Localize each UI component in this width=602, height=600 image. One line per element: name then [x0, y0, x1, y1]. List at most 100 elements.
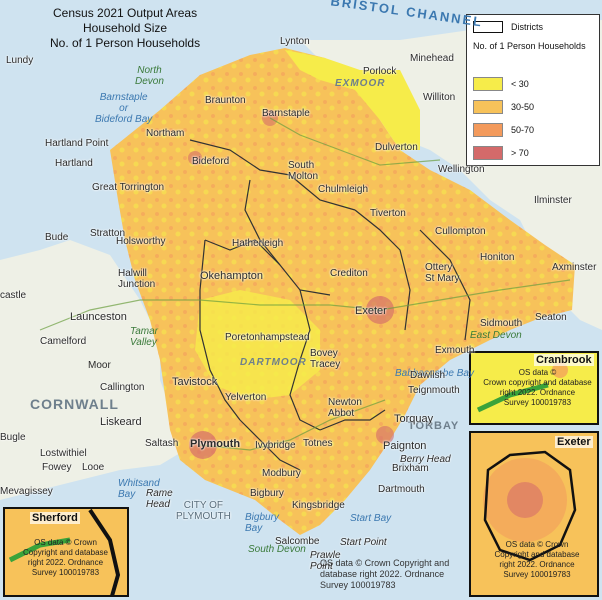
legend-label-50-70: 50-70	[511, 125, 535, 135]
legend: Districts No. of 1 Person Households < 3…	[466, 14, 600, 166]
label-cornwall: CORNWALL	[30, 396, 119, 412]
map-title-block: Census 2021 Output Areas Household Size …	[50, 6, 200, 51]
place-ottery: Ottery St Mary	[425, 262, 460, 284]
place-brixham: Brixham	[392, 463, 429, 474]
legend-swatch-gt70	[473, 146, 503, 160]
place-liskeard: Liskeard	[100, 416, 142, 428]
place-teignmouth: Teignmouth	[408, 385, 460, 396]
legend-swatch-30-50	[473, 100, 503, 114]
place-berry-head: Berry Head	[400, 454, 451, 465]
place-tiverton: Tiverton	[370, 208, 406, 219]
place-rame-head: Rame Head	[146, 488, 173, 510]
place-yelverton: Yelverton	[225, 392, 267, 403]
place-northam: Northam	[146, 128, 185, 139]
place-lundy: Lundy	[6, 55, 34, 66]
place-kingsbridge: Kingsbridge	[292, 500, 345, 511]
place-honiton: Honiton	[480, 252, 515, 263]
label-south-devon: South Devon	[248, 544, 306, 555]
label-north-devon: North Devon	[135, 65, 164, 87]
label-babbacombe-bay: Babbacombe Bay	[395, 368, 474, 379]
place-saltash: Saltash	[145, 438, 179, 449]
dartmoor-yellow	[195, 290, 320, 400]
place-axminster: Axminster	[552, 262, 597, 273]
place-halwill-junction: Halwill Junction	[118, 268, 156, 290]
districts-swatch	[473, 21, 503, 33]
place-exmouth: Exmouth	[435, 345, 475, 356]
cornwall-land	[0, 240, 185, 500]
legend-label-gt70: > 70	[511, 148, 529, 158]
place-salcombe: Salcombe	[275, 536, 320, 547]
inset-sherford-title: Sherford	[30, 512, 80, 524]
place-hartland: Hartland	[55, 158, 93, 169]
place-totnes: Totnes	[303, 438, 333, 449]
place-exeter: Exeter	[355, 305, 387, 317]
label-east-devon: East Devon	[470, 330, 522, 341]
place-holsworthy: Holsworthy	[116, 236, 166, 247]
title-line-2: Household Size	[83, 21, 168, 35]
place-sidmouth: Sidmouth	[480, 318, 523, 329]
inset-cranbrook-title: Cranbrook	[534, 354, 594, 366]
place-newton-abbot: Newton Abbot	[328, 397, 362, 419]
label-barnstaple-bay: Barnstaple or Bideford Bay	[95, 92, 153, 125]
place-stratton: Stratton	[90, 228, 126, 239]
place-torquay: Torquay	[394, 413, 434, 425]
place-castle: castle	[0, 290, 27, 301]
place-williton: Williton	[423, 92, 456, 103]
legend-swatch-50-70	[473, 123, 503, 137]
place-barnstaple: Barnstaple	[262, 108, 310, 119]
label-bigbury-bay: Bigbury Bay	[245, 512, 279, 534]
place-dartmouth: Dartmouth	[378, 484, 425, 495]
map-credit: OS data © Crown Copyright and database r…	[320, 558, 450, 590]
place-bigbury: Bigbury	[250, 488, 284, 499]
place-dawlish: Dawlish	[410, 370, 446, 381]
place-mevagissey: Mevagissey	[0, 486, 53, 497]
label-tamar-valley: Tamar Valley	[130, 326, 158, 348]
place-wellington: Wellington	[438, 164, 485, 175]
bideford-urban	[188, 151, 202, 165]
place-ivybridge: Ivybridge	[255, 440, 296, 451]
place-looe: Looe	[82, 462, 105, 473]
place-poretonhampstead: Poretonhampstead	[225, 332, 310, 343]
legend-districts-label: Districts	[511, 22, 543, 32]
district-boundaries	[189, 139, 471, 471]
place-ilminster: Ilminster	[534, 195, 572, 206]
inset-exeter-title: Exeter	[555, 436, 593, 448]
place-callington: Callington	[100, 382, 145, 393]
place-bovey-tracey: Bovey Tracey	[310, 348, 341, 370]
place-city-of-plymouth: CITY OF PLYMOUTH	[176, 500, 231, 522]
label-start-bay: Start Bay	[350, 513, 392, 524]
title-line-1: Census 2021 Output Areas	[53, 6, 198, 20]
torquay-urban	[376, 426, 394, 444]
label-whitsand-bay: Whitsand Bay	[118, 478, 160, 500]
place-camelford: Camelford	[40, 336, 87, 347]
place-lostwithiel: Lostwithiel	[40, 448, 87, 459]
place-tavistock: Tavistock	[172, 376, 218, 388]
place-lynton: Lynton	[280, 36, 310, 47]
place-start-point: Start Point	[340, 537, 387, 548]
place-braunton: Braunton	[205, 95, 246, 106]
place-crediton: Crediton	[330, 268, 368, 279]
legend-heading: No. of 1 Person Households	[473, 41, 586, 51]
place-plymouth: Plymouth	[190, 438, 241, 450]
title-line-3: No. of 1 Person Households	[50, 36, 201, 50]
label-torbay: TORBAY	[408, 420, 460, 432]
inset-cranbrook-note: OS data © Crown copyright and database r…	[483, 368, 592, 407]
place-hartland-point: Hartland Point	[45, 138, 109, 149]
label-dartmoor: DARTMOOR	[240, 357, 307, 368]
inset-sherford-note: OS data © Crown Copyright and database r…	[23, 538, 108, 577]
place-chulmleigh: Chulmleigh	[318, 184, 369, 195]
place-paignton: Paignton	[383, 440, 427, 452]
place-seaton: Seaton	[535, 312, 567, 323]
place-minehead: Minehead	[410, 53, 454, 64]
place-south-molton: South Molton	[288, 160, 319, 182]
label-exmoor: EXMOOR	[335, 78, 386, 89]
place-cullompton: Cullompton	[435, 226, 486, 237]
place-bugle: Bugle	[0, 432, 26, 443]
inset-exeter-note: OS data © Crown Copyright and database r…	[494, 540, 580, 579]
inset-exeter-map	[469, 431, 599, 597]
place-bideford: Bideford	[192, 156, 230, 167]
place-great-torrington: Great Torrington	[92, 182, 165, 193]
legend-label-30-50: 30-50	[511, 102, 535, 112]
place-dulverton: Dulverton	[375, 142, 418, 153]
place-hatherleigh: Hatherleigh	[232, 238, 284, 249]
